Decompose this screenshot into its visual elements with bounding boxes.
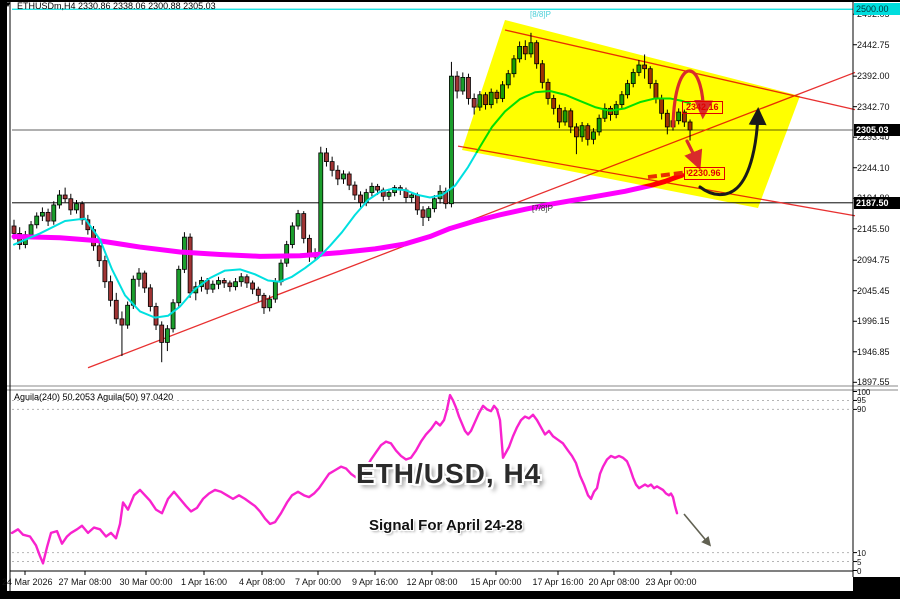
yellow-channel[interactable] <box>462 19 800 208</box>
price-box-2305.03: 2305.03 <box>854 124 900 136</box>
osc-axis-label[interactable]: 10 <box>857 548 866 558</box>
price-box-2187.50: 2187.50 <box>854 196 900 209</box>
black-up-swoosh[interactable] <box>698 107 767 197</box>
chart-title: ETHUSDm,H4 2330.86 2338.06 2300.88 2305.… <box>17 1 216 11</box>
ma-slow-line <box>11 172 685 259</box>
price-axis-label[interactable]: 2145.50 <box>857 223 890 234</box>
price-axis-label[interactable]: 2094.75 <box>857 255 890 266</box>
red-drop-arrow[interactable] <box>684 139 703 170</box>
price-axis-label[interactable]: 2442.75 <box>857 39 890 50</box>
oscillator-line <box>10 393 679 565</box>
window-frame-bottom <box>0 591 900 599</box>
date-axis-label[interactable]: 23 Apr 00:00 <box>645 577 697 587</box>
date-axis-label[interactable]: 12 Apr 08:00 <box>406 577 458 587</box>
date-axis-label[interactable]: 1 Apr 16:00 <box>180 577 228 587</box>
date-axis-label[interactable]: 9 Apr 16:00 <box>351 577 399 587</box>
date-axis-label[interactable]: 24 Mar 2026 <box>2 577 53 587</box>
price-axis-label[interactable]: 2244.10 <box>857 162 890 173</box>
indicator-label: Aguila(240) 50.2053 Aguila(50) 97.0420 <box>14 392 174 402</box>
watermark-symbol: ETH/USD, H4 <box>356 458 542 489</box>
symbol-marker-icon: ▼ <box>4 0 12 9</box>
price-axis-label[interactable]: 2392.00 <box>857 71 890 82</box>
price-tag-2230.96[interactable]: 2230.96 <box>684 167 725 180</box>
osc-axis-label[interactable]: 95 <box>857 396 866 406</box>
window-frame-corner <box>853 577 900 599</box>
price-axis-label[interactable]: 2342.70 <box>857 101 890 112</box>
date-axis-label[interactable]: 27 Mar 08:00 <box>58 577 112 587</box>
price-box-2500.00: 2500.00 <box>854 3 900 16</box>
gray-down-arrow[interactable] <box>683 513 712 547</box>
price-axis-label[interactable]: 1996.15 <box>857 316 890 327</box>
date-axis-label[interactable]: 20 Apr 08:00 <box>588 577 640 587</box>
date-axis-label[interactable]: 30 Mar 00:00 <box>119 577 173 587</box>
price-tag-2342.16[interactable]: 2342.16 <box>682 101 723 114</box>
date-axis-label[interactable]: 7 Apr 00:00 <box>294 577 342 587</box>
murrey-label: [7/8]P <box>532 204 553 213</box>
murrey-label: [8/8]P <box>530 10 551 19</box>
price-axis-label[interactable]: 2293.40 <box>857 132 890 143</box>
date-axis-label[interactable]: 15 Apr 00:00 <box>470 577 522 587</box>
watermark-signal: Signal For April 24-28 <box>369 517 523 534</box>
price-axis-label[interactable]: 2045.45 <box>857 285 890 296</box>
price-axis-label[interactable]: 1897.55 <box>857 377 890 388</box>
osc-axis-label[interactable]: 100 <box>857 387 871 397</box>
osc-axis-label[interactable]: 90 <box>857 405 866 415</box>
date-axis-label[interactable]: 4 Apr 08:00 <box>238 577 286 587</box>
osc-axis-label[interactable]: 5 <box>857 557 862 567</box>
osc-axis-label[interactable]: 0 <box>857 566 862 576</box>
red-arch-arrow[interactable] <box>671 69 714 128</box>
date-axis-label[interactable]: 17 Apr 16:00 <box>532 577 584 587</box>
price-axis-label[interactable]: 1946.85 <box>857 346 890 357</box>
